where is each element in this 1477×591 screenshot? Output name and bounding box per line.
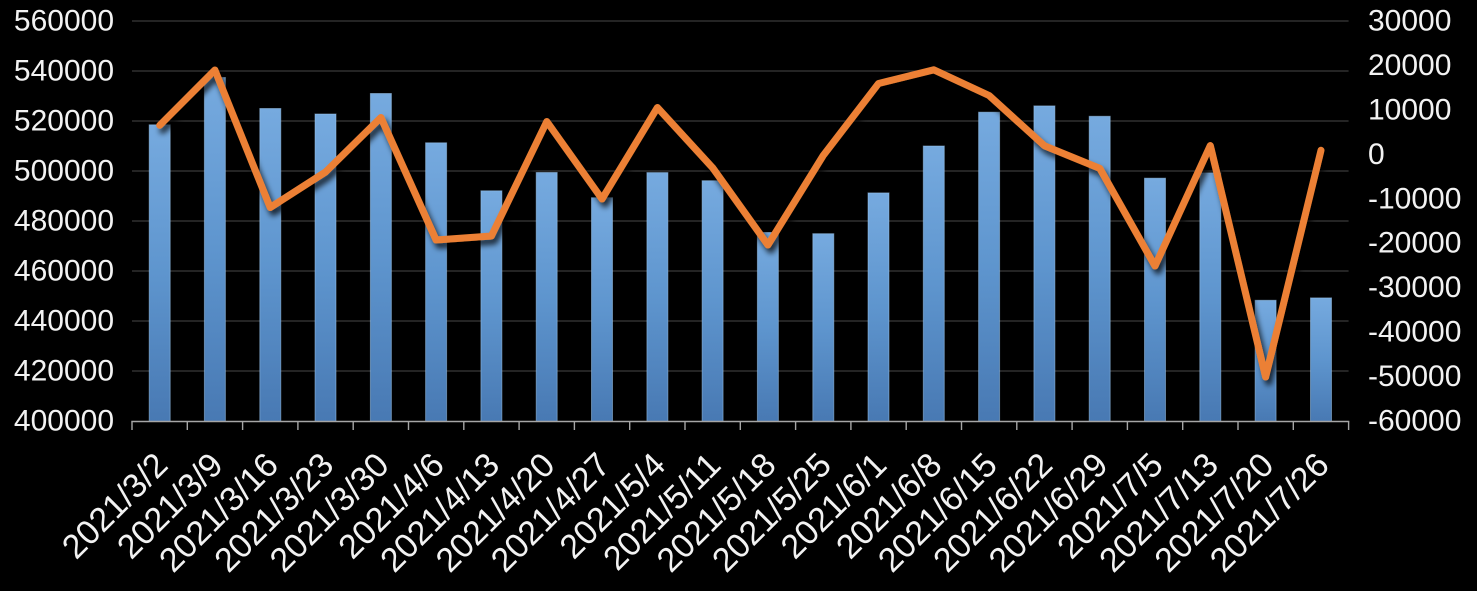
svg-text:420000: 420000: [14, 355, 114, 388]
svg-text:-40000: -40000: [1368, 316, 1461, 349]
svg-text:-30000: -30000: [1368, 271, 1461, 304]
svg-text:-60000: -60000: [1368, 405, 1461, 438]
svg-text:520000: 520000: [14, 105, 114, 138]
svg-text:20000: 20000: [1368, 49, 1451, 82]
svg-text:400000: 400000: [14, 405, 114, 438]
svg-text:540000: 540000: [14, 55, 114, 88]
svg-text:560000: 560000: [14, 5, 114, 38]
svg-text:0: 0: [1368, 138, 1385, 171]
svg-text:-20000: -20000: [1368, 227, 1461, 260]
svg-text:460000: 460000: [14, 255, 114, 288]
svg-text:30000: 30000: [1368, 5, 1451, 38]
svg-text:500000: 500000: [14, 155, 114, 188]
svg-text:480000: 480000: [14, 205, 114, 238]
svg-text:10000: 10000: [1368, 93, 1451, 126]
svg-text:-10000: -10000: [1368, 182, 1461, 215]
svg-text:-50000: -50000: [1368, 360, 1461, 393]
svg-text:440000: 440000: [14, 305, 114, 338]
